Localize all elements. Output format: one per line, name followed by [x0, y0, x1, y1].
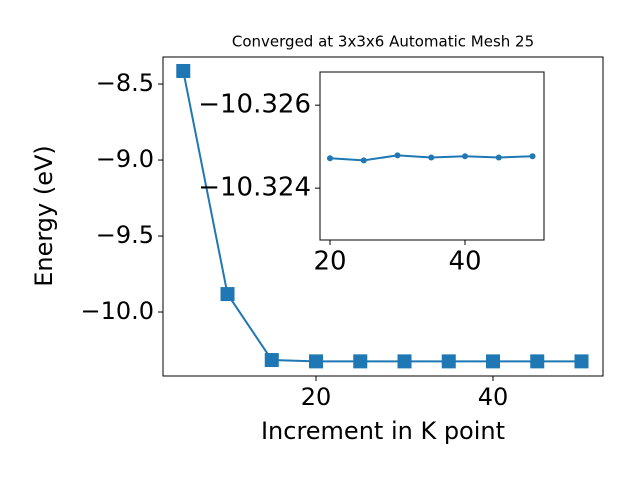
marker: [360, 157, 367, 164]
marker: [397, 354, 412, 369]
y-tick-label: −10.324: [198, 173, 311, 203]
marker: [326, 155, 333, 162]
marker: [574, 354, 589, 369]
marker: [220, 287, 235, 302]
marker: [462, 153, 469, 160]
marker: [441, 354, 456, 369]
x-tick-label: 40: [478, 383, 509, 411]
chart-title: Converged at 3x3x6 Automatic Mesh 25: [232, 33, 534, 51]
y-tick-label: −10.0: [80, 297, 154, 325]
marker: [264, 353, 279, 368]
x-tick-label: 20: [301, 383, 332, 411]
marker: [486, 354, 500, 369]
y-tick-label: −10.326: [198, 90, 311, 120]
marker: [428, 154, 435, 161]
x-tick-label: 40: [448, 247, 481, 277]
x-tick-label: 20: [313, 247, 346, 277]
marker: [394, 152, 401, 159]
marker: [530, 354, 545, 369]
marker: [495, 154, 502, 161]
marker: [309, 354, 324, 369]
x-axis-label: Increment in K point: [261, 417, 505, 445]
marker: [353, 354, 368, 369]
y-axis-label: Energy (eV): [30, 145, 58, 287]
y-tick-label: −9.0: [96, 145, 154, 173]
y-tick-label: −8.5: [96, 69, 154, 97]
marker: [529, 153, 536, 160]
marker: [176, 63, 191, 78]
series-line: [182, 70, 582, 363]
y-tick-label: −9.5: [96, 221, 154, 249]
